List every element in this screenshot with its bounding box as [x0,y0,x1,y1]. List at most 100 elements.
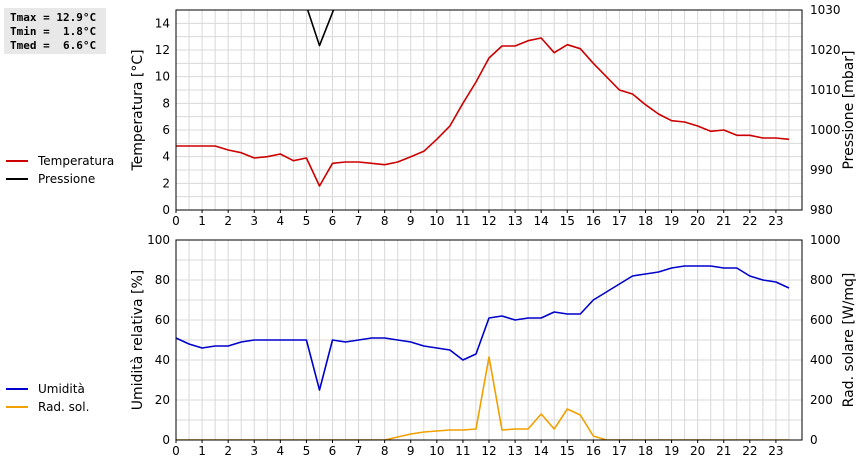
x-tick-label: 3 [250,214,258,228]
x-tick-label: 21 [716,214,731,228]
x-tick-label: 9 [407,214,415,228]
x-tick-label: 14 [534,214,549,228]
x-tick-label: 0 [172,214,180,228]
y-tick-label-right: 800 [810,273,833,287]
y-tick-label-left: 6 [162,123,170,137]
x-tick-label: 22 [742,444,757,458]
x-tick-label: 19 [664,214,679,228]
series-line-1-1 [176,356,789,440]
legend-label-temperatura: Temperatura [38,154,115,168]
chart-panel-1 [175,239,803,443]
x-tick-label: 6 [329,214,337,228]
series-line-1-0 [176,265,790,391]
y-tick-label-right: 400 [810,353,833,367]
y-tick-label-left: 10 [155,70,170,84]
legend-bottom-chart: Umidità Rad. sol. [6,380,89,416]
y-tick-label-left: 20 [155,393,170,407]
x-tick-label: 12 [481,214,496,228]
y-axis-title-right: Rad. solare [W/mq] [841,273,857,408]
x-tick-label: 9 [407,444,415,458]
x-tick-label: 17 [612,444,627,458]
x-tick-label: 22 [742,214,757,228]
legend-item-temperatura: Temperatura [6,152,114,170]
y-tick-label-right: 1000 [810,123,841,137]
x-tick-label: 20 [690,214,705,228]
temperature-stats-box: Tmax = 12.9°C Tmin = 1.8°C Tmed = 6.6°C [4,8,106,54]
legend-swatch-umidita [6,388,28,390]
x-tick-label: 14 [534,444,549,458]
chart-panel-0 [175,9,803,213]
y-tick-label-left: 12 [155,43,170,57]
x-tick-label: 16 [586,444,601,458]
y-tick-label-left: 2 [162,176,170,190]
tmax-stat: Tmax = 12.9°C [10,11,97,24]
x-tick-label: 2 [224,214,232,228]
x-tick-label: 3 [250,444,258,458]
y-tick-label-left: 0 [162,203,170,217]
y-tick-label-right: 0 [810,433,818,447]
legend-label-pressione: Pressione [38,172,96,186]
x-tick-label: 10 [429,444,444,458]
series-line-0-0 [176,37,790,187]
legend-label-rad-sol: Rad. sol. [38,400,90,414]
tmed-stat: Tmed = 6.6°C [10,39,97,52]
legend-swatch-pressione [6,178,28,180]
x-tick-label: 8 [381,444,389,458]
y-tick-label-left: 14 [155,16,170,30]
x-tick-label: 13 [507,214,522,228]
y-tick-label-left: 8 [162,96,170,110]
x-tick-label: 23 [768,214,783,228]
series-line-0-1 [306,10,335,47]
x-tick-label: 23 [768,444,783,458]
x-tick-label: 7 [355,444,363,458]
legend-label-umidita: Umidità [38,382,85,396]
x-tick-label: 4 [277,444,285,458]
legend-swatch-temperatura [6,160,28,162]
x-tick-label: 1 [198,444,206,458]
x-tick-label: 5 [303,444,311,458]
y-tick-label-left: 40 [155,353,170,367]
y-tick-label-left: 80 [155,273,170,287]
tmin-stat: Tmin = 1.8°C [10,25,97,38]
y-tick-label-right: 1000 [810,233,841,247]
legend-item-rad-sol: Rad. sol. [6,398,89,416]
x-tick-label: 2 [224,444,232,458]
y-tick-label-right: 200 [810,393,833,407]
x-tick-label: 10 [429,214,444,228]
x-tick-label: 21 [716,444,731,458]
x-tick-label: 18 [638,214,653,228]
y-tick-label-left: 60 [155,313,170,327]
legend-swatch-rad-sol [6,406,28,408]
y-tick-label-left: 0 [162,433,170,447]
y-tick-label-left: 4 [162,150,170,164]
x-tick-label: 17 [612,214,627,228]
x-tick-label: 20 [690,444,705,458]
x-tick-label: 6 [329,444,337,458]
x-tick-label: 5 [303,214,311,228]
x-tick-label: 1 [198,214,206,228]
y-tick-label-right: 1030 [810,3,841,17]
legend-top-chart: Temperatura Pressione [6,152,114,188]
y-tick-label-right: 990 [810,163,833,177]
x-tick-label: 12 [481,444,496,458]
legend-item-pressione: Pressione [6,170,114,188]
y-tick-label-right: 980 [810,203,833,217]
y-axis-title-left: Temperatura [°C] [130,49,146,171]
y-tick-label-left: 100 [147,233,170,247]
x-tick-label: 15 [560,444,575,458]
y-tick-label-right: 1020 [810,43,841,57]
x-tick-label: 8 [381,214,389,228]
x-tick-label: 16 [586,214,601,228]
y-axis-title-right: Pressione [mbar] [841,50,857,169]
x-tick-label: 19 [664,444,679,458]
x-tick-label: 0 [172,444,180,458]
y-tick-label-right: 600 [810,313,833,327]
legend-item-umidita: Umidità [6,380,89,398]
x-tick-label: 18 [638,444,653,458]
x-tick-label: 11 [455,444,470,458]
y-tick-label-right: 1010 [810,83,841,97]
x-tick-label: 15 [560,214,575,228]
y-axis-title-left: Umidità relativa [%] [130,270,146,411]
